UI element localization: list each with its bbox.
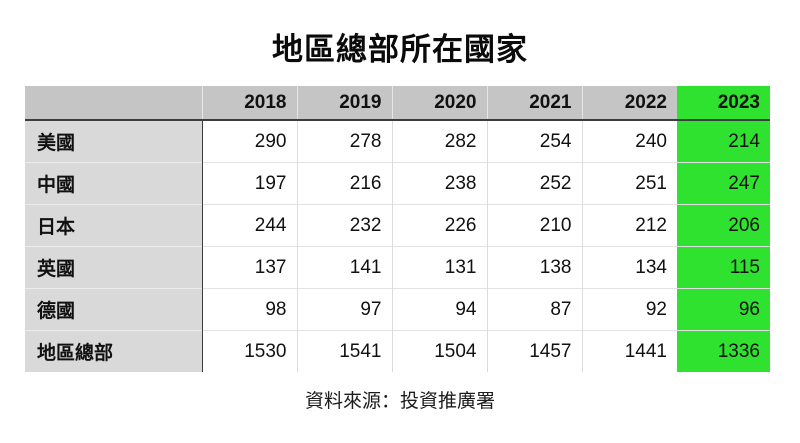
year-header-cell: 2020 [391,86,487,121]
value-cell: 97 [296,288,392,331]
value-cell: 238 [391,162,487,205]
value-cell: 134 [581,246,677,289]
year-header-cell: 2022 [581,86,677,121]
value-cell: 290 [201,119,297,163]
value-cell: 131 [391,246,487,289]
value-cell: 212 [581,204,677,247]
country-label-cell: 日本 [25,204,203,247]
year-header-cell: 2018 [201,86,297,121]
total-label-cell: 地區總部 [25,330,203,372]
value-cell-highlighted: 206 [677,204,770,247]
value-cell: 282 [391,119,487,163]
table-row-usa: 美國 290 278 282 254 240 214 [25,119,770,163]
value-cell-highlighted: 1336 [677,330,770,372]
table-row-japan: 日本 244 232 226 210 212 206 [25,204,770,247]
table-row-total: 地區總部 1530 1541 1504 1457 1441 1336 [25,330,770,372]
value-cell-highlighted: 96 [677,288,770,331]
value-cell-highlighted: 247 [677,162,770,205]
value-cell-highlighted: 214 [677,119,770,163]
table-row-germany: 德國 98 97 94 87 92 96 [25,288,770,331]
source-note: 資料來源：投資推廣署 [304,391,495,412]
country-label-cell: 德國 [25,288,203,331]
table-row-uk: 英國 137 141 131 138 134 115 [25,246,770,289]
table-row-china: 中國 197 216 238 252 251 247 [25,162,770,205]
value-cell: 1530 [201,330,297,372]
value-cell: 226 [391,204,487,247]
value-cell: 87 [486,288,582,331]
value-cell: 137 [201,246,297,289]
value-cell: 1457 [486,330,582,372]
value-cell: 1504 [391,330,487,372]
value-cell: 278 [296,119,392,163]
table-header-row: 2018 2019 2020 2021 2022 2023 [25,86,770,121]
value-cell: 197 [201,162,297,205]
country-label-cell: 英國 [25,246,203,289]
value-cell-highlighted: 115 [677,246,770,289]
country-label-cell: 美國 [25,119,203,163]
year-header-cell: 2021 [486,86,582,121]
corner-cell [25,86,202,121]
value-cell: 1541 [296,330,392,372]
value-cell: 240 [581,119,677,163]
value-cell: 210 [486,204,582,247]
page-title: 地區總部所在國家 [272,32,528,67]
headquarters-table: 2018 2019 2020 2021 2022 2023 美國 290 278… [25,86,770,372]
value-cell: 98 [201,288,297,331]
value-cell: 244 [201,204,297,247]
value-cell: 1441 [581,330,677,372]
country-label-cell: 中國 [25,162,203,205]
value-cell: 138 [486,246,582,289]
year-header-cell-highlighted: 2023 [677,86,770,121]
year-header-cell: 2019 [296,86,392,121]
value-cell: 252 [486,162,582,205]
value-cell: 251 [581,162,677,205]
value-cell: 92 [581,288,677,331]
value-cell: 216 [296,162,392,205]
value-cell: 141 [296,246,392,289]
value-cell: 94 [391,288,487,331]
value-cell: 254 [486,119,582,163]
value-cell: 232 [296,204,392,247]
